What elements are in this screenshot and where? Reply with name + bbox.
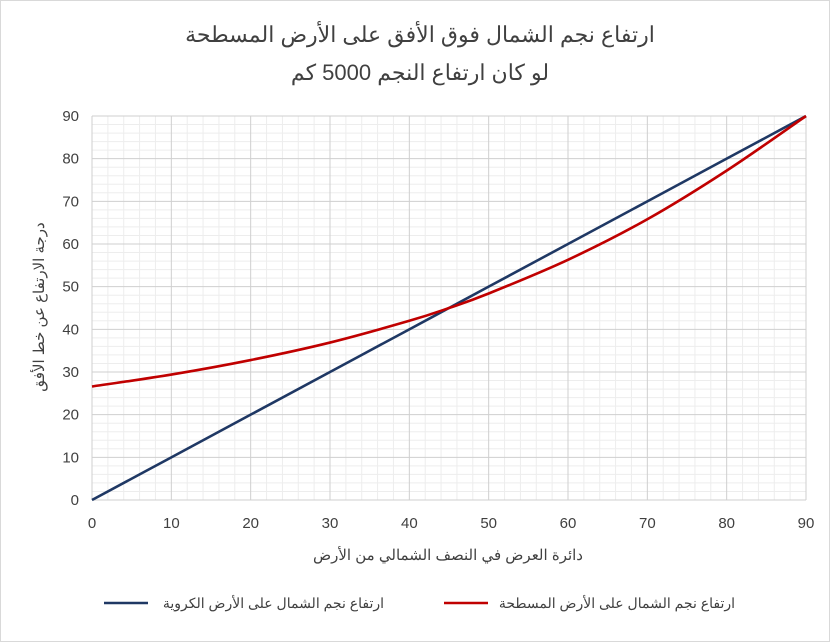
- y-tick-label: 50: [62, 279, 79, 296]
- x-axis-title: دائرة العرض في النصف الشمالي من الأرض: [313, 546, 583, 564]
- y-tick-label: 60: [62, 236, 79, 253]
- x-tick-label: 70: [639, 515, 656, 532]
- y-tick-label: 80: [62, 151, 79, 168]
- y-tick-label: 10: [62, 449, 79, 466]
- y-tick-label: 30: [62, 364, 79, 381]
- y-tick-label: 40: [62, 321, 79, 338]
- chart-title-line-2: لو كان ارتفاع النجم 5000 كم: [291, 60, 549, 86]
- minor-gridlines: [92, 116, 806, 500]
- y-tick-label: 0: [71, 492, 79, 509]
- x-tick-label: 20: [242, 515, 259, 532]
- x-tick-label: 10: [163, 515, 180, 532]
- x-tick-label: 90: [798, 515, 815, 532]
- x-tick-label: 40: [401, 515, 418, 532]
- x-tick-label: 30: [322, 515, 339, 532]
- legend-label-1: ارتفاع نجم الشمال على الأرض الكروية: [163, 594, 384, 612]
- x-tick-label: 0: [88, 515, 96, 532]
- legend-label-2: ارتفاع نجم الشمال على الأرض المسطحة: [499, 594, 735, 612]
- chart-title-line-1: ارتفاع نجم الشمال فوق الأفق على الأرض ال…: [185, 20, 655, 48]
- y-axis-ticks: 0 10 20 30 40 50 60 70 80 90: [62, 108, 79, 509]
- y-tick-label: 70: [62, 193, 79, 210]
- y-tick-label: 90: [62, 108, 79, 125]
- y-tick-label: 20: [62, 407, 79, 424]
- x-tick-label: 80: [718, 515, 735, 532]
- major-gridlines: [91, 115, 807, 501]
- series-lines: [91, 114, 807, 502]
- x-tick-label: 50: [480, 515, 497, 532]
- series-line-2: [91, 114, 807, 388]
- x-axis-ticks: 0 10 20 30 40 50 60 70 80 90: [88, 515, 815, 532]
- y-axis-title: درجة الارتفاع عن خط الأفق: [30, 222, 48, 391]
- legend: ارتفاع نجم الشمال على الأرض الكروية ارتفا…: [104, 594, 735, 612]
- x-tick-label: 60: [560, 515, 577, 532]
